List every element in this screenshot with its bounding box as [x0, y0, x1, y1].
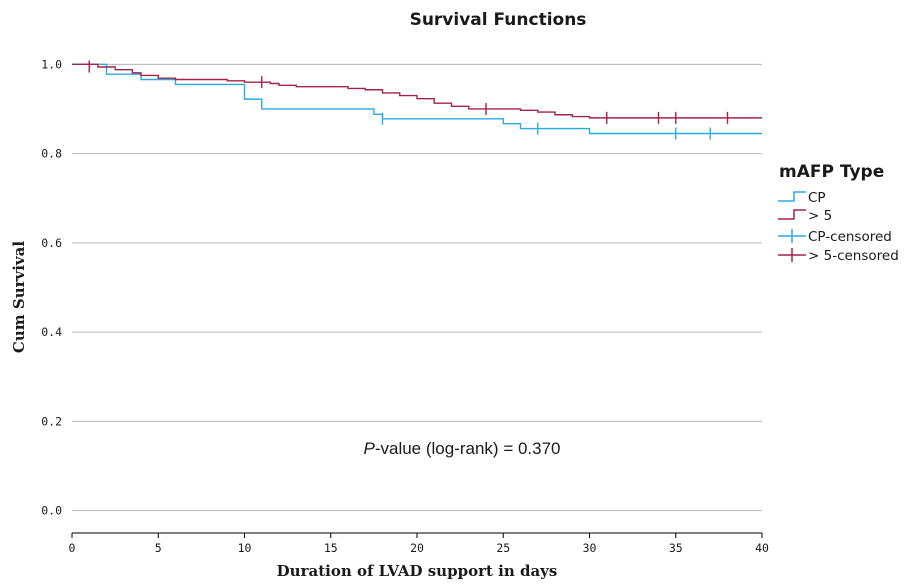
x-ticks: 0 5 10 15 20 25 30 35 40	[69, 533, 769, 555]
x-axis-label: Duration of LVAD support in days	[277, 562, 558, 580]
series-line-gt5	[72, 63, 762, 119]
legend-item-gt5-censored: > 5-censored	[778, 248, 899, 264]
x-tick-label: 35	[669, 541, 683, 555]
y-tick-label: 0.0	[41, 504, 62, 518]
series-layer	[72, 60, 762, 140]
p-value-text: -value (log-rank) = 0.370	[375, 439, 561, 458]
y-tick-label: 1.0	[41, 57, 62, 71]
x-tick-label: 20	[410, 541, 424, 555]
x-tick-label: 30	[583, 541, 597, 555]
y-tick-label: 0.8	[41, 147, 62, 161]
y-axis-label: Cum Survival	[10, 241, 28, 353]
x-tick-label: 5	[155, 541, 162, 555]
legend: mAFP Type CP > 5 CP-censored > 5-censore…	[778, 162, 899, 264]
legend-label-cp-censored: CP-censored	[808, 229, 892, 245]
p-value-annotation: P-value (log-rank) = 0.370	[363, 439, 560, 458]
legend-item-gt5: > 5	[778, 208, 832, 224]
x-tick-label: 40	[755, 541, 769, 555]
x-tick-label: 0	[69, 541, 76, 555]
legend-swatch-cp	[778, 191, 806, 202]
y-ticks: 0.0 0.2 0.4 0.6 0.8 1.0	[41, 57, 62, 517]
legend-label-gt5: > 5	[808, 208, 832, 224]
gridlines	[72, 63, 762, 512]
x-tick-label: 15	[324, 541, 338, 555]
p-symbol: P	[363, 439, 375, 458]
legend-item-cp-censored: CP-censored	[778, 229, 892, 245]
y-tick-label: 0.4	[41, 325, 62, 339]
chart-title: Survival Functions	[410, 10, 587, 30]
y-tick-label: 0.2	[41, 414, 62, 428]
x-tick-label: 10	[238, 541, 252, 555]
series-line-cp	[72, 63, 762, 135]
legend-label-cp: CP	[808, 190, 826, 206]
legend-title: mAFP Type	[779, 162, 884, 182]
y-tick-label: 0.6	[41, 236, 62, 250]
legend-swatch-gt5	[778, 209, 806, 220]
legend-item-cp: CP	[778, 190, 826, 206]
legend-label-gt5-censored: > 5-censored	[808, 248, 899, 264]
x-tick-label: 25	[496, 541, 510, 555]
